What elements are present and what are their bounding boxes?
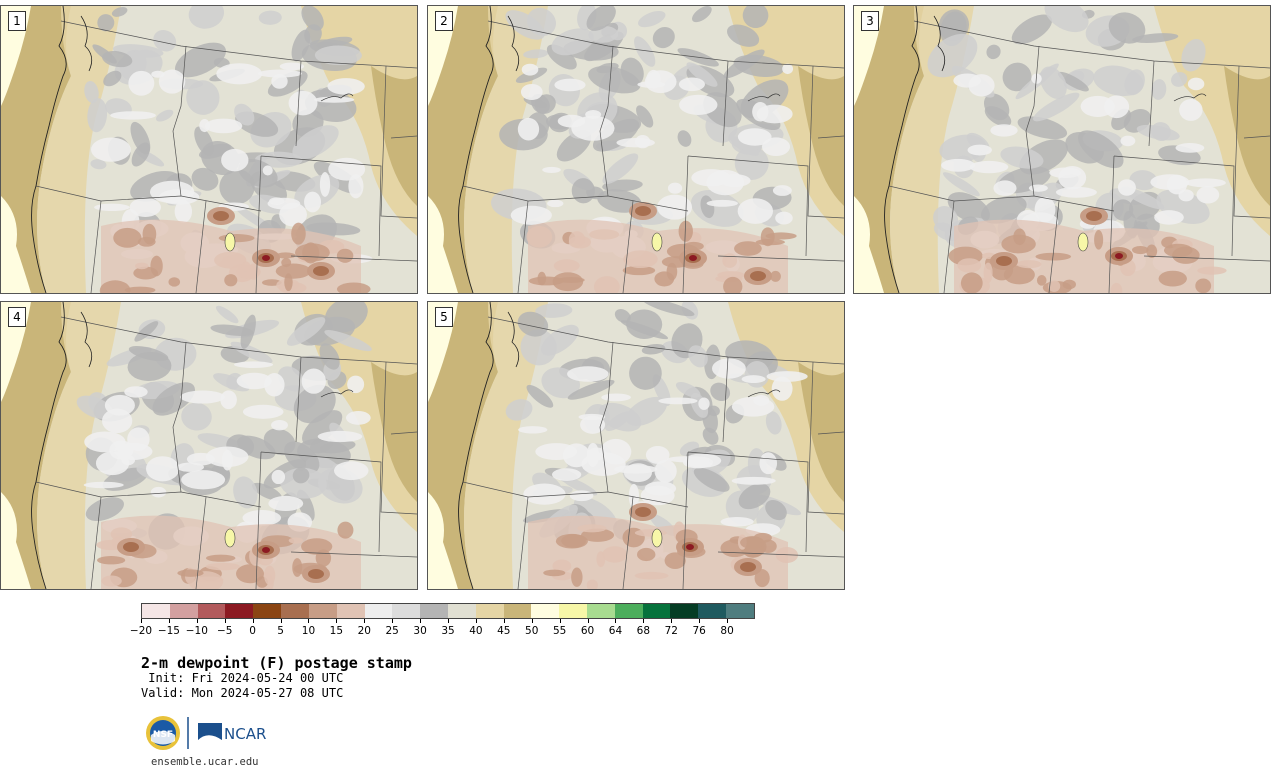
colorbar-swatch-1 [169, 604, 198, 618]
ensemble-member-panel-1: 1 [0, 5, 418, 294]
panel-label-3: 3 [861, 11, 879, 31]
colorbar-tick-label: 45 [497, 625, 511, 637]
colorbar-tick-label: −15 [157, 625, 180, 637]
colorbar-tick-label: 35 [441, 625, 455, 637]
ensemble-member-panel-2: 2 [427, 5, 845, 294]
ensemble-member-panel-5: 5 [427, 301, 845, 590]
colorbar-tick-label: 15 [329, 625, 344, 637]
colorbar-tick-label: 72 [664, 625, 678, 637]
colorbar-swatch-19 [670, 604, 699, 618]
colorbar-swatch-21 [726, 604, 754, 618]
colorbar-tickmark [643, 619, 645, 623]
panel-label-2: 2 [435, 11, 453, 31]
colorbar-tick-label: 64 [608, 625, 623, 637]
colorbar-tick-label: 76 [692, 625, 706, 637]
colorbar-tickmark [141, 619, 142, 623]
ncar-logo: NCAR [197, 723, 266, 743]
ensemble-member-panel-3: 3 [853, 5, 1271, 294]
colorbar-tick-label: 10 [301, 625, 316, 637]
colorbar-tickmark [252, 619, 254, 623]
colorbar-tickmark [587, 619, 589, 623]
colorbar-swatch-18 [642, 604, 671, 618]
colorbar-swatch-10 [420, 604, 448, 618]
colorbar-swatch-8 [364, 604, 393, 618]
logo-group: NSF NCAR [146, 715, 276, 751]
colorbar-swatch-4 [253, 604, 282, 618]
colorbar-tick-label: 25 [385, 625, 399, 637]
colorbar-swatch-15 [559, 604, 587, 618]
colorbar-tick-label: 50 [525, 625, 539, 637]
colorbar-tickmark [196, 619, 198, 623]
colorbar-tick-label: 0 [249, 625, 256, 637]
dewpoint-map-1 [1, 6, 417, 293]
colorbar-tickmark [615, 619, 617, 623]
colorbar-tick-label: 55 [552, 625, 567, 637]
colorbar-tickmark [392, 619, 394, 623]
colorbar-swatch-7 [336, 604, 365, 618]
svg-text:NCAR: NCAR [224, 725, 266, 743]
colorbar-swatch-2 [197, 604, 226, 618]
product-title: 2-m dewpoint (F) postage stamp [141, 654, 412, 672]
colorbar-tickmark [364, 619, 366, 623]
colorbar-swatch-5 [281, 604, 309, 618]
colorbar-tickmark [559, 619, 561, 623]
init-time: Init: Fri 2024-05-24 00 UTC [141, 671, 344, 685]
panel-label-1: 1 [8, 11, 26, 31]
nsf-logo: NSF [146, 716, 180, 750]
colorbar-swatch-17 [614, 604, 643, 618]
colorbar-tick-label: 5 [277, 625, 284, 637]
svg-text:NSF: NSF [153, 730, 173, 740]
colorbar-tick-label: 40 [469, 625, 483, 637]
ensemble-member-panel-4: 4 [0, 301, 418, 590]
colorbar-tickmark [448, 619, 449, 623]
colorbar-swatch-3 [225, 604, 254, 618]
colorbar-swatch-11 [447, 604, 476, 618]
panel-label-4: 4 [8, 307, 26, 327]
colorbar-tickmark [671, 619, 673, 623]
colorbar-tickmark [503, 619, 505, 623]
colorbar-swatch-16 [587, 604, 615, 618]
colorbar-tick-label: 60 [580, 625, 595, 637]
colorbar-tickmark [336, 619, 338, 623]
colorbar-swatch-14 [531, 604, 560, 618]
colorbar-swatch-12 [475, 604, 504, 618]
colorbar-swatch-0 [142, 604, 170, 618]
valid-time: Valid: Mon 2024-05-27 08 UTC [141, 686, 344, 700]
panel-label-5: 5 [435, 307, 453, 327]
colorbar-tickmark [308, 619, 310, 623]
colorbar-swatch-13 [503, 604, 532, 618]
colorbar-tick-label: −20 [129, 625, 153, 637]
colorbar-tickmark [168, 619, 170, 623]
colorbar-tick-label: 20 [357, 625, 371, 637]
colorbar-tickmark [420, 619, 422, 623]
colorbar-tickmark [699, 619, 701, 623]
colorbar-tickmark [224, 619, 226, 623]
colorbar-tickmark [475, 619, 477, 623]
site-url: ensemble.ucar.edu [151, 756, 259, 768]
colorbar-tick-label: 68 [636, 625, 651, 637]
dewpoint-map-2 [428, 6, 844, 293]
colorbar-swatch-6 [308, 604, 337, 618]
colorbar-tick-label: 30 [413, 625, 427, 637]
colorbar-tick-label: −10 [185, 625, 208, 637]
dewpoint-map-4 [1, 302, 417, 589]
colorbar [141, 603, 755, 619]
colorbar-tick-label: 80 [720, 625, 734, 637]
colorbar-tickmark [727, 619, 729, 623]
colorbar-swatch-9 [392, 604, 421, 618]
nsf-ncar-logos: NSF NCAR [146, 716, 266, 750]
colorbar-tick-label: −5 [216, 625, 233, 637]
colorbar-tickmark [531, 619, 533, 623]
dewpoint-map-3 [854, 6, 1270, 293]
dewpoint-map-5 [428, 302, 844, 589]
colorbar-tickmark [280, 619, 282, 623]
colorbar-swatch-20 [698, 604, 727, 618]
